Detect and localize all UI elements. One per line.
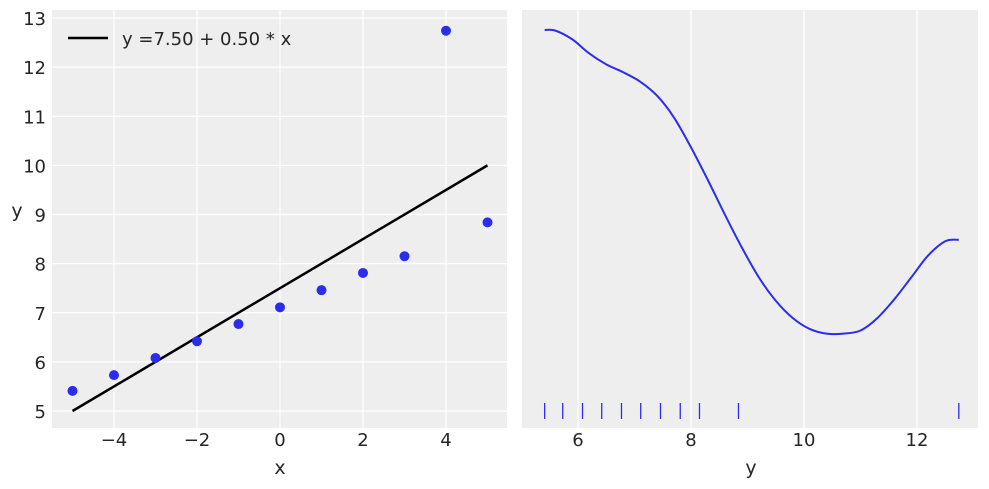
data-point bbox=[233, 319, 244, 330]
x-tick-label: 4 bbox=[440, 430, 451, 451]
right-gridlines bbox=[577, 10, 918, 428]
left-y-tick-labels: 5 6 7 8 9 10 11 12 13 bbox=[23, 9, 46, 423]
right-x-axis-label: y bbox=[745, 457, 756, 479]
y-tick-label: 8 bbox=[35, 255, 46, 276]
y-tick-label: 7 bbox=[35, 304, 46, 325]
data-point bbox=[316, 285, 327, 296]
left-gridlines bbox=[52, 10, 507, 428]
x-tick-label: 10 bbox=[793, 430, 816, 451]
x-tick-label: −4 bbox=[101, 430, 128, 451]
y-tick-label: 5 bbox=[35, 402, 46, 423]
legend-label: y =7.50 + 0.50 * x bbox=[122, 29, 292, 50]
left-x-tick-labels: −4 −2 0 2 4 bbox=[101, 430, 452, 451]
data-point bbox=[482, 217, 493, 228]
x-tick-label: 2 bbox=[357, 430, 368, 451]
data-point bbox=[150, 352, 161, 363]
data-point bbox=[109, 370, 119, 381]
y-tick-label: 9 bbox=[35, 206, 46, 227]
y-tick-label: 12 bbox=[23, 58, 46, 79]
x-tick-label: 0 bbox=[274, 430, 285, 451]
data-point bbox=[275, 302, 285, 313]
scatter-points bbox=[67, 25, 493, 396]
x-tick-label: 8 bbox=[685, 430, 696, 451]
right-x-tick-labels: 6 8 10 12 bbox=[572, 430, 928, 451]
regression-line bbox=[71, 164, 489, 413]
left-y-axis-label: y bbox=[11, 200, 22, 222]
data-point bbox=[192, 336, 202, 347]
y-tick-label: 11 bbox=[23, 107, 46, 128]
data-point bbox=[441, 25, 451, 36]
right-plot-background bbox=[522, 10, 978, 428]
rug-marks bbox=[544, 403, 960, 419]
data-point bbox=[399, 251, 410, 262]
data-point bbox=[358, 267, 368, 278]
y-tick-label: 6 bbox=[35, 353, 46, 374]
scatter-panel: −4 −2 0 2 4 5 6 7 8 9 10 11 12 13 y =7.50 + 0.50 * x… bbox=[11, 9, 507, 479]
left-x-axis-label: x bbox=[274, 457, 285, 479]
y-tick-label: 10 bbox=[23, 156, 46, 177]
x-tick-label: −2 bbox=[184, 430, 211, 451]
kde-panel: 6 8 10 12 y bbox=[522, 10, 978, 479]
legend: y =7.50 + 0.50 * x bbox=[68, 29, 292, 50]
x-tick-label: 6 bbox=[572, 430, 583, 451]
kde-curve bbox=[544, 28, 959, 336]
data-point bbox=[67, 385, 78, 396]
x-tick-label: 12 bbox=[906, 430, 929, 451]
y-tick-label: 13 bbox=[23, 9, 46, 30]
